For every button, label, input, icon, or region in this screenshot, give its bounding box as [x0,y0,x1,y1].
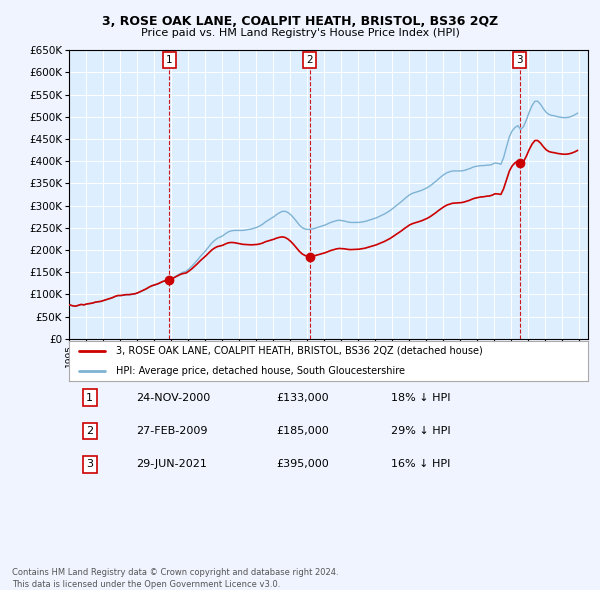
Text: HPI: Average price, detached house, South Gloucestershire: HPI: Average price, detached house, Sout… [116,366,405,376]
Text: Contains HM Land Registry data © Crown copyright and database right 2024.
This d: Contains HM Land Registry data © Crown c… [12,568,338,589]
Text: 3, ROSE OAK LANE, COALPIT HEATH, BRISTOL, BS36 2QZ (detached house): 3, ROSE OAK LANE, COALPIT HEATH, BRISTOL… [116,346,482,356]
Text: 29% ↓ HPI: 29% ↓ HPI [391,426,451,436]
Text: 29-JUN-2021: 29-JUN-2021 [136,459,208,469]
Text: £185,000: £185,000 [277,426,329,436]
Text: 1: 1 [166,55,173,65]
Text: £133,000: £133,000 [277,392,329,402]
Text: 3: 3 [517,55,523,65]
Text: 16% ↓ HPI: 16% ↓ HPI [391,459,450,469]
Text: 1: 1 [86,392,93,402]
Text: £395,000: £395,000 [277,459,329,469]
Text: 18% ↓ HPI: 18% ↓ HPI [391,392,450,402]
Text: 2: 2 [86,426,94,436]
Text: 2: 2 [307,55,313,65]
Text: 3, ROSE OAK LANE, COALPIT HEATH, BRISTOL, BS36 2QZ: 3, ROSE OAK LANE, COALPIT HEATH, BRISTOL… [102,15,498,28]
Text: 27-FEB-2009: 27-FEB-2009 [136,426,208,436]
Text: 3: 3 [86,459,93,469]
Text: Price paid vs. HM Land Registry's House Price Index (HPI): Price paid vs. HM Land Registry's House … [140,28,460,38]
Text: 24-NOV-2000: 24-NOV-2000 [136,392,211,402]
